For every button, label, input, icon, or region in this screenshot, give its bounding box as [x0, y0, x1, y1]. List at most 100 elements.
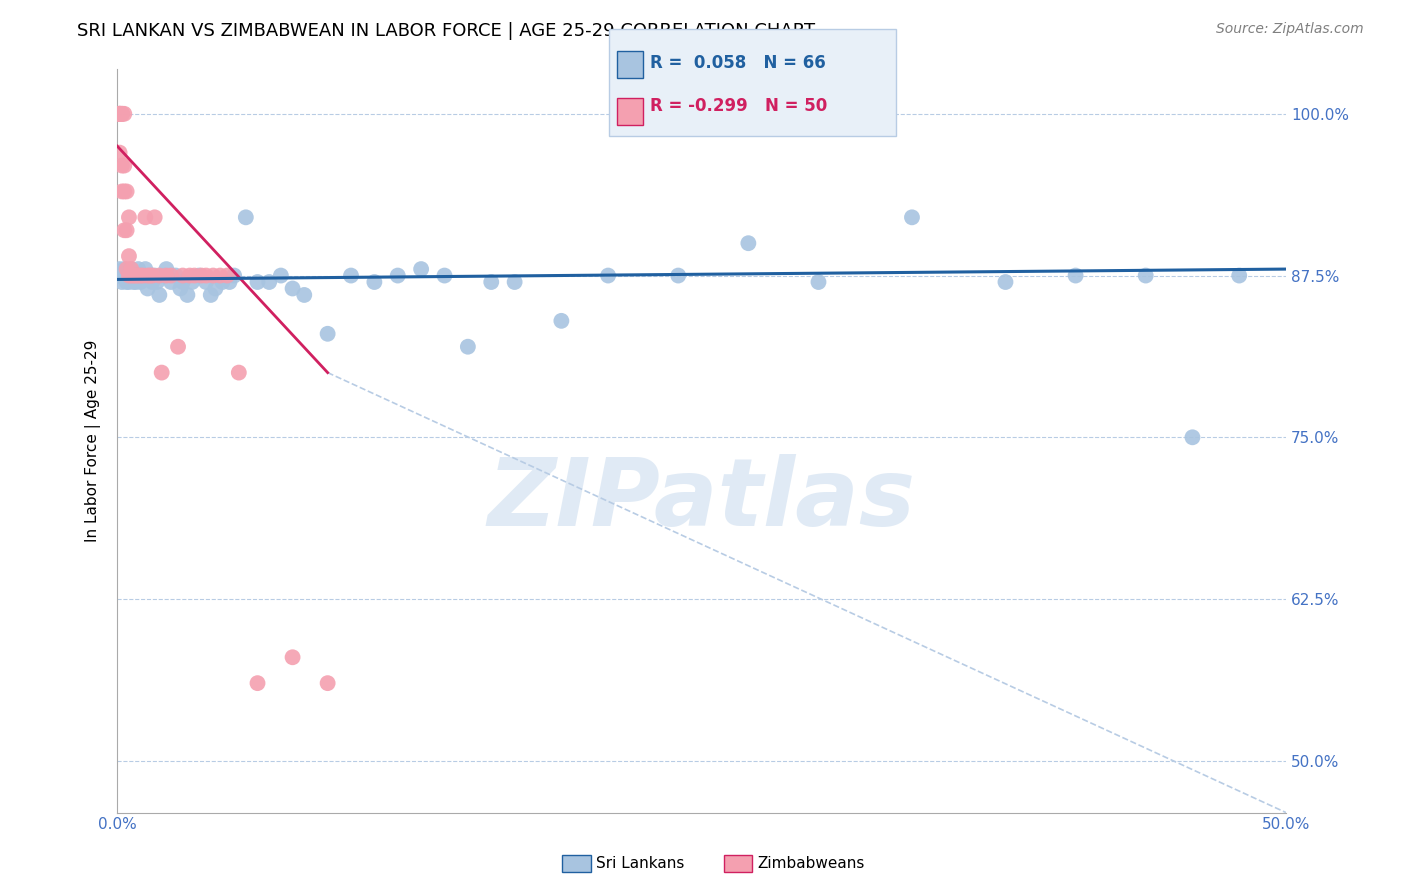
- Point: [148, 288, 170, 302]
- Point: [183, 268, 205, 283]
- Point: [136, 281, 159, 295]
- Text: Zimbabweans: Zimbabweans: [758, 856, 865, 871]
- Point: [176, 288, 198, 302]
- Point: [115, 268, 138, 283]
- Point: [150, 366, 173, 380]
- Point: [115, 185, 138, 199]
- Point: [118, 249, 141, 263]
- Point: [115, 262, 138, 277]
- Point: [122, 268, 145, 283]
- Point: [111, 107, 134, 121]
- Point: [228, 366, 250, 380]
- Point: [200, 288, 222, 302]
- Point: [112, 262, 135, 277]
- Point: [172, 268, 194, 283]
- Point: [503, 275, 526, 289]
- Point: [281, 281, 304, 295]
- Point: [134, 262, 156, 277]
- Point: [141, 275, 163, 289]
- Point: [108, 262, 131, 277]
- Point: [195, 275, 218, 289]
- Point: [292, 288, 315, 302]
- Point: [190, 268, 212, 283]
- Point: [316, 676, 339, 690]
- Point: [112, 268, 135, 283]
- Point: [108, 268, 131, 283]
- Point: [148, 268, 170, 283]
- Point: [246, 275, 269, 289]
- Point: [598, 268, 620, 283]
- Point: [120, 268, 142, 283]
- Point: [246, 676, 269, 690]
- Point: [155, 262, 177, 277]
- Point: [1064, 268, 1087, 283]
- Point: [132, 268, 155, 283]
- Point: [134, 211, 156, 225]
- Point: [108, 268, 131, 283]
- Point: [118, 268, 141, 283]
- Point: [132, 268, 155, 283]
- Point: [1181, 430, 1204, 444]
- Point: [155, 268, 177, 283]
- Point: [112, 268, 135, 283]
- Text: Source: ZipAtlas.com: Source: ZipAtlas.com: [1216, 22, 1364, 37]
- Point: [224, 268, 246, 283]
- Point: [270, 268, 292, 283]
- Point: [666, 268, 689, 283]
- Point: [118, 268, 141, 283]
- Point: [112, 223, 135, 237]
- Point: [994, 275, 1017, 289]
- Point: [112, 159, 135, 173]
- Point: [115, 275, 138, 289]
- Text: R = -0.299   N = 50: R = -0.299 N = 50: [650, 97, 827, 115]
- Point: [111, 107, 134, 121]
- Text: R =  0.058   N = 66: R = 0.058 N = 66: [650, 54, 825, 71]
- Point: [129, 268, 152, 283]
- Point: [111, 185, 134, 199]
- Point: [115, 223, 138, 237]
- Point: [160, 268, 183, 283]
- Point: [1135, 268, 1157, 283]
- Point: [167, 340, 190, 354]
- Point: [118, 211, 141, 225]
- Point: [153, 268, 176, 283]
- Point: [122, 275, 145, 289]
- Point: [160, 275, 183, 289]
- Point: [179, 268, 201, 283]
- Point: [143, 211, 166, 225]
- Point: [1227, 268, 1250, 283]
- Point: [235, 211, 257, 225]
- Point: [363, 275, 385, 289]
- Point: [411, 262, 433, 277]
- Point: [111, 268, 134, 283]
- Point: [165, 268, 187, 283]
- Point: [120, 262, 142, 277]
- Point: [112, 107, 135, 121]
- Point: [108, 107, 131, 121]
- Point: [108, 145, 131, 160]
- Point: [125, 275, 148, 289]
- Point: [139, 268, 162, 283]
- Point: [457, 340, 479, 354]
- Point: [146, 275, 169, 289]
- Point: [143, 268, 166, 283]
- Point: [209, 268, 232, 283]
- Point: [340, 268, 363, 283]
- Point: [807, 275, 830, 289]
- Text: Sri Lankans: Sri Lankans: [596, 856, 685, 871]
- Y-axis label: In Labor Force | Age 25-29: In Labor Force | Age 25-29: [86, 339, 101, 541]
- Point: [129, 275, 152, 289]
- Point: [202, 268, 225, 283]
- Point: [127, 268, 149, 283]
- Point: [550, 314, 572, 328]
- Point: [218, 275, 240, 289]
- Point: [433, 268, 456, 283]
- Point: [211, 275, 233, 289]
- Point: [257, 275, 280, 289]
- Point: [127, 262, 149, 277]
- Point: [136, 268, 159, 283]
- Point: [737, 236, 759, 251]
- Point: [111, 275, 134, 289]
- Point: [122, 268, 145, 283]
- Point: [108, 107, 131, 121]
